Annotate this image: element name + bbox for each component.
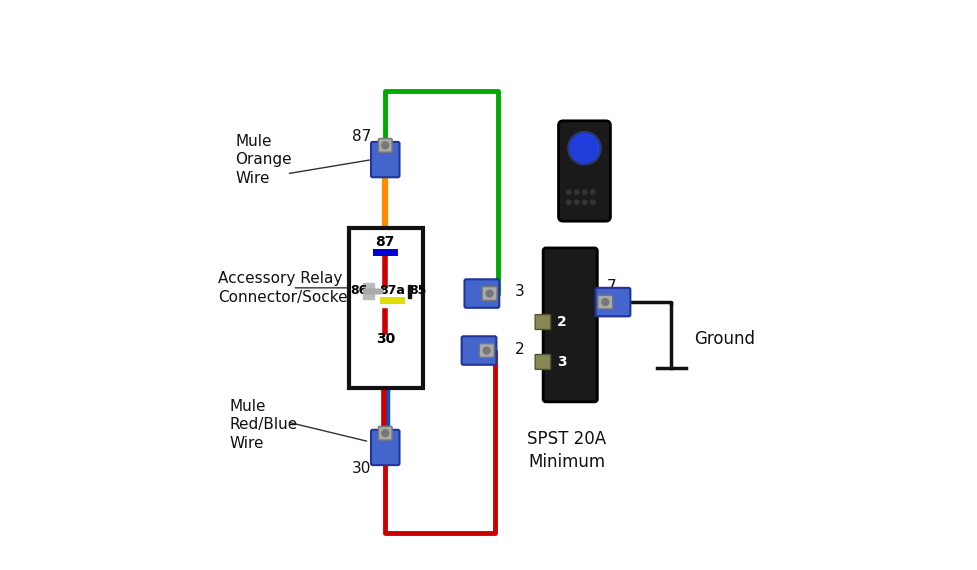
FancyBboxPatch shape (597, 295, 612, 309)
FancyBboxPatch shape (370, 430, 399, 465)
Text: 3: 3 (514, 284, 524, 299)
Circle shape (573, 200, 578, 205)
Bar (407, 285, 411, 298)
Circle shape (590, 200, 594, 205)
Text: 85: 85 (408, 284, 426, 297)
FancyBboxPatch shape (479, 344, 493, 357)
Text: 86: 86 (350, 284, 366, 297)
FancyBboxPatch shape (378, 426, 392, 440)
Text: 3: 3 (557, 355, 567, 369)
FancyBboxPatch shape (378, 139, 392, 152)
Circle shape (381, 430, 388, 437)
Circle shape (582, 200, 586, 205)
Circle shape (566, 200, 571, 205)
FancyBboxPatch shape (464, 279, 498, 308)
Text: Mule
Orange
Wire: Mule Orange Wire (235, 133, 292, 186)
Circle shape (381, 142, 388, 149)
Text: Ground: Ground (694, 330, 754, 348)
Text: 87: 87 (375, 235, 395, 249)
Text: 7: 7 (607, 279, 616, 294)
Text: 2: 2 (514, 342, 524, 357)
FancyBboxPatch shape (534, 355, 550, 369)
FancyBboxPatch shape (370, 142, 399, 177)
FancyBboxPatch shape (482, 287, 496, 300)
FancyBboxPatch shape (461, 336, 496, 365)
Text: 30: 30 (375, 332, 395, 346)
FancyBboxPatch shape (542, 248, 597, 402)
FancyBboxPatch shape (595, 288, 630, 316)
FancyBboxPatch shape (534, 315, 550, 329)
Circle shape (582, 190, 586, 194)
Text: 87: 87 (352, 129, 370, 144)
Text: 87a: 87a (379, 284, 404, 297)
Bar (362, 283, 374, 299)
Circle shape (486, 290, 492, 297)
Circle shape (566, 190, 571, 194)
Text: Mule
Red/Blue
Wire: Mule Red/Blue Wire (230, 398, 298, 451)
Circle shape (590, 190, 594, 194)
FancyBboxPatch shape (558, 121, 610, 221)
Text: Accessory Relay
Connector/Socket: Accessory Relay Connector/Socket (218, 271, 354, 304)
Circle shape (483, 347, 489, 354)
Circle shape (573, 190, 578, 194)
Text: 2: 2 (557, 315, 567, 329)
Text: SPST 20A
Minimum: SPST 20A Minimum (527, 430, 606, 471)
FancyBboxPatch shape (349, 228, 423, 388)
Circle shape (570, 134, 598, 162)
Circle shape (601, 299, 608, 306)
Text: 30: 30 (352, 461, 370, 476)
